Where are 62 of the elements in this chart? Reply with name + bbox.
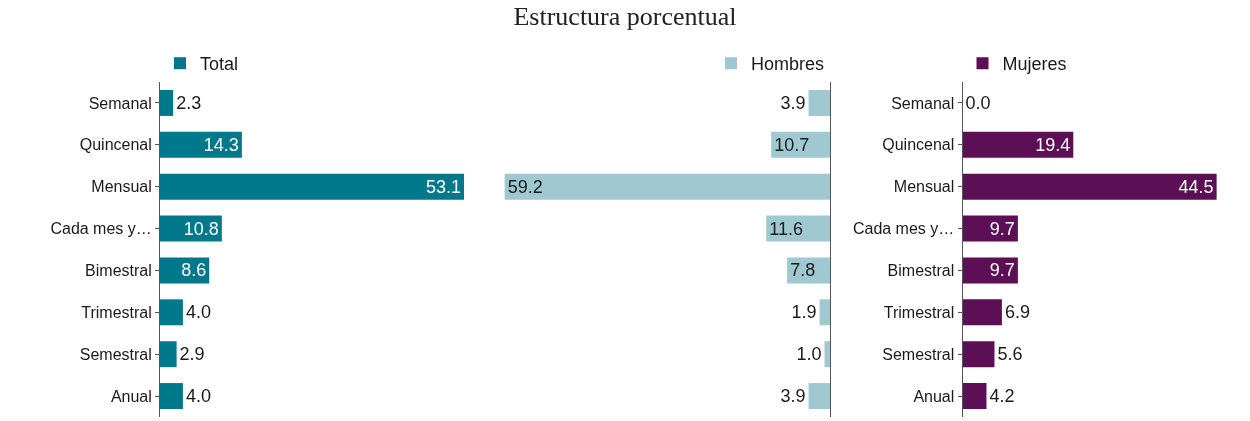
y-tick-label: Semanal [891, 94, 955, 112]
bar [962, 341, 995, 368]
y-tick-label: Mensual [91, 178, 152, 196]
data-label: 1.0 [796, 344, 822, 365]
data-label: 1.9 [791, 302, 817, 323]
legend-label: Total [200, 54, 239, 75]
legend-label: Mujeres [1002, 54, 1067, 75]
data-label: 3.9 [780, 92, 806, 113]
data-label: 4.0 [185, 386, 211, 407]
data-label: 11.6 [769, 218, 803, 239]
chart-title: Estructura porcentual [513, 1, 737, 31]
data-label: 4.0 [185, 302, 211, 323]
y-tick-label: Semanal [88, 94, 152, 112]
y-tick-label: Anual [913, 387, 955, 405]
y-tick-label: Mensual [893, 178, 955, 196]
y-tick-label: Semestral [882, 345, 955, 363]
y-tick-label: Cada mes y… [852, 220, 955, 238]
bar [962, 383, 987, 410]
data-label: 7.8 [790, 260, 816, 281]
bar [160, 341, 177, 368]
y-tick-label: Semestral [79, 345, 152, 363]
data-label: 3.9 [780, 386, 806, 407]
data-label: 10.8 [183, 218, 219, 239]
bar [160, 89, 174, 116]
bar [962, 173, 1217, 200]
data-label: 5.6 [997, 344, 1023, 365]
y-tick-label: Anual [110, 387, 152, 405]
bar [504, 173, 830, 200]
bar [962, 131, 1074, 158]
bar [808, 383, 830, 410]
data-label: 6.9 [1004, 302, 1030, 323]
data-label: 2.3 [176, 92, 202, 113]
data-label: 14.3 [203, 134, 239, 155]
bar [962, 215, 1018, 242]
y-tick-label: Trimestral [81, 303, 152, 321]
data-label: 9.7 [989, 260, 1015, 281]
data-label: 19.4 [1035, 134, 1071, 155]
data-label: 8.6 [181, 260, 207, 281]
data-label: 10.7 [774, 134, 810, 155]
data-label: 2.9 [179, 344, 205, 365]
data-label: 44.5 [1178, 176, 1214, 197]
bar [160, 173, 464, 200]
bar [160, 383, 183, 410]
bar [160, 299, 183, 326]
bar [962, 257, 1018, 284]
data-label: 0.0 [965, 92, 991, 113]
legend-label: Hombres [751, 54, 825, 75]
y-tick-label: Bimestral [85, 262, 152, 280]
data-label: 59.2 [507, 176, 543, 197]
bar [160, 131, 242, 158]
bar [819, 299, 830, 326]
y-tick-label: Quincenal [79, 136, 152, 154]
y-tick-label: Quincenal [882, 136, 955, 154]
bar [962, 299, 1002, 326]
y-tick-label: Cada mes y… [50, 220, 152, 238]
y-tick-label: Trimestral [883, 303, 955, 321]
data-label: 53.1 [425, 176, 461, 197]
bar [808, 89, 830, 116]
y-tick-label: Bimestral [887, 262, 955, 280]
data-label: 9.7 [989, 218, 1015, 239]
bar [824, 341, 830, 368]
data-label: 4.2 [989, 386, 1015, 407]
